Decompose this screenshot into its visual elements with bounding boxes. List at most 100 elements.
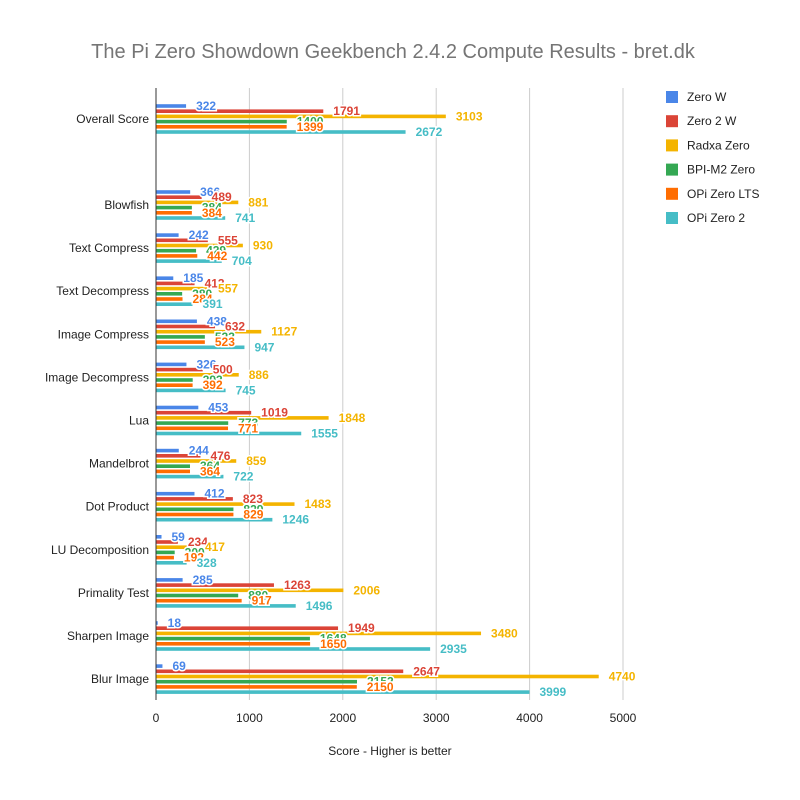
data-label: 413 [205, 276, 225, 290]
data-label: 384 [202, 201, 222, 215]
data-label: 192 [184, 551, 204, 565]
bars-group: 322 366 242 185 438 326 453 244 412 59 285 18 69 1791… [156, 98, 637, 701]
legend-swatch [666, 91, 678, 103]
bar [156, 621, 158, 625]
data-label: 244 [189, 444, 209, 458]
bar [156, 276, 174, 280]
bar [156, 216, 226, 220]
bar [156, 454, 201, 458]
data-label: 1648 [320, 632, 347, 646]
bar [156, 626, 339, 630]
data-label: 917 [252, 594, 272, 608]
legend-swatch [666, 212, 678, 224]
data-label: 1263 [284, 578, 311, 592]
bar [156, 335, 205, 339]
x-tick-label: 2000 [329, 711, 356, 725]
bar [156, 512, 234, 517]
data-label: 326 [196, 357, 216, 371]
legend: Zero W Zero 2 W Radxa Zero BPI-M2 Zero OPi Z… [666, 90, 759, 225]
data-label: 489 [212, 190, 232, 204]
bar [156, 598, 242, 603]
data-label: 1400 [297, 115, 324, 129]
bar [156, 421, 229, 425]
bar [156, 469, 190, 474]
y-category-label: LU Decomposition [51, 543, 149, 557]
data-label: 2647 [413, 664, 440, 678]
x-tick-label: 1000 [236, 711, 263, 725]
data-label: 453 [208, 401, 228, 415]
bar [156, 373, 239, 377]
data-label: 328 [197, 556, 217, 570]
data-label: 500 [213, 363, 233, 377]
bar [156, 362, 187, 367]
legend-swatch [666, 139, 678, 152]
data-label: 523 [215, 330, 235, 344]
bar [156, 410, 252, 415]
data-label: 823 [243, 492, 263, 506]
data-label: 880 [248, 589, 268, 603]
data-label: 2935 [440, 642, 467, 656]
bar [156, 545, 195, 549]
y-category-label: Primality Test [78, 586, 150, 600]
data-label: 3480 [491, 626, 518, 640]
bar [156, 388, 226, 393]
bar [156, 340, 205, 344]
data-label: 364 [200, 459, 220, 473]
y-category-label: Dot Product [86, 500, 150, 514]
bar [156, 664, 163, 668]
y-category-label: Text Decompress [56, 284, 149, 298]
data-label: 557 [218, 282, 238, 296]
bar [156, 583, 274, 587]
data-label: 185 [183, 271, 203, 285]
bar [156, 378, 193, 382]
data-label: 429 [206, 244, 226, 258]
bar [156, 426, 229, 431]
bar [156, 329, 262, 334]
bar [156, 281, 195, 286]
bar [156, 405, 199, 410]
data-label: 1496 [306, 599, 333, 613]
y-category-label: Sharpen Image [67, 629, 149, 643]
chart-title: The Pi Zero Showdown Geekbench 2.4.2 Com… [91, 41, 696, 63]
data-label: 1555 [311, 427, 338, 441]
data-label: 280 [192, 287, 212, 301]
bar [156, 119, 287, 124]
data-label: 59 [172, 530, 186, 544]
bar [156, 636, 310, 641]
bar [156, 104, 187, 108]
bar [156, 535, 162, 539]
data-label: 859 [246, 454, 266, 468]
data-label: 393 [203, 373, 223, 387]
bar [156, 578, 183, 582]
data-label: 881 [248, 195, 268, 209]
y-category-label: Blur Image [91, 672, 149, 686]
x-tick-label: 4000 [516, 711, 543, 725]
bar [156, 561, 187, 565]
bar [156, 491, 195, 496]
bar [156, 507, 234, 512]
y-category-label: Overall Score [76, 112, 149, 126]
data-label: 1246 [282, 513, 309, 527]
legend-label: Zero W [687, 90, 727, 104]
data-label: 555 [218, 233, 238, 247]
bar [156, 248, 197, 253]
data-label: 285 [193, 573, 213, 587]
data-label: 242 [189, 228, 209, 242]
y-category-label: Image Decompress [45, 370, 149, 384]
bar [156, 631, 482, 636]
data-label: 523 [215, 335, 235, 349]
bar [156, 254, 198, 258]
legend-label: BPI-M2 Zero [687, 163, 755, 177]
data-label: 745 [236, 383, 256, 397]
data-label: 1848 [339, 411, 366, 425]
data-label: 722 [233, 470, 253, 484]
data-label: 2672 [416, 125, 443, 139]
bar [156, 550, 175, 555]
data-label: 391 [203, 297, 223, 311]
bar [156, 555, 174, 560]
data-label: 704 [232, 254, 252, 268]
data-label: 1127 [271, 325, 297, 339]
bar [156, 125, 287, 129]
data-label: 3999 [540, 685, 567, 699]
